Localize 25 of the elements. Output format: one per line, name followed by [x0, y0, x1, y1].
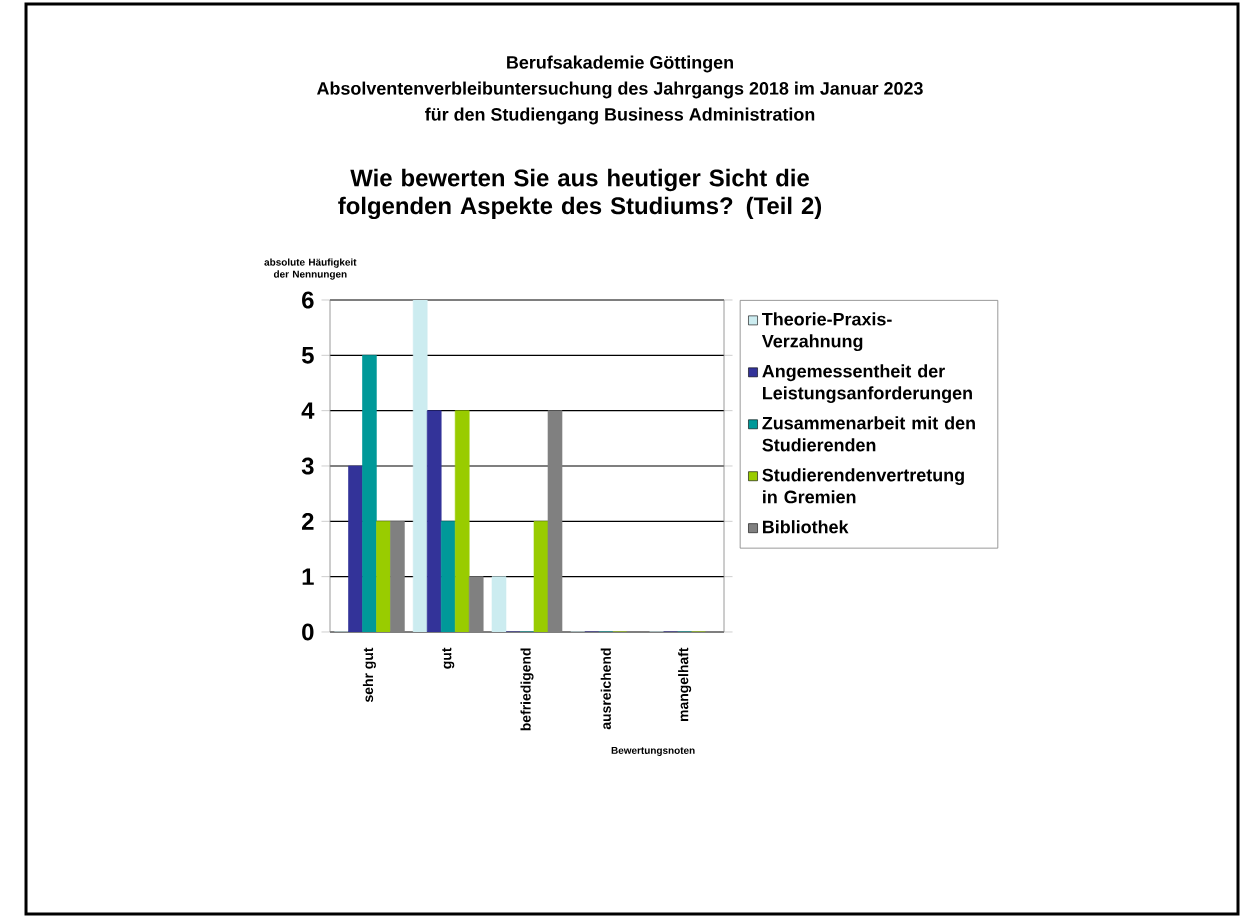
y-tick-label: 1 [302, 568, 314, 585]
chart-subtitle: Berufsakademie Göttingen [507, 55, 733, 73]
bar [376, 521, 391, 632]
bar [362, 355, 377, 632]
text: für den Studiengang Business Administration [425, 107, 815, 125]
bar [426, 410, 442, 632]
y-tick-label: 4 [301, 402, 315, 419]
y-tick-label: 5 [301, 346, 314, 364]
legend-label: Angemessentheit der Leistungsanforderungen [762, 364, 972, 404]
bar [533, 521, 549, 632]
legend-label: Theorie-Praxis-Verzahnung [761, 312, 892, 352]
bar [348, 465, 363, 632]
bar [491, 576, 507, 632]
legend-label: Zusammenarbeit mit den Studierenden [762, 416, 975, 452]
text: Absolventenverbleibuntersuchung des Jahrgangs 2018 im Januar 2023 [316, 81, 923, 99]
bar [412, 299, 428, 632]
y-tick-label: 3 [301, 457, 314, 475]
chart-title: Wie bewerten Sie aus heutiger Sicht die folgenden Aspekte des Studiums? (Teil 2) [338, 168, 822, 220]
y-tick-label: 6 [302, 291, 314, 309]
bar [440, 521, 456, 632]
legend-label: Bibliothek [763, 520, 849, 534]
y-tick-label: 2 [302, 512, 314, 530]
y-tick-label: 0 [302, 623, 314, 641]
bar [454, 410, 470, 632]
legend-label: Studierendenvertretung in Gremien [762, 468, 964, 504]
